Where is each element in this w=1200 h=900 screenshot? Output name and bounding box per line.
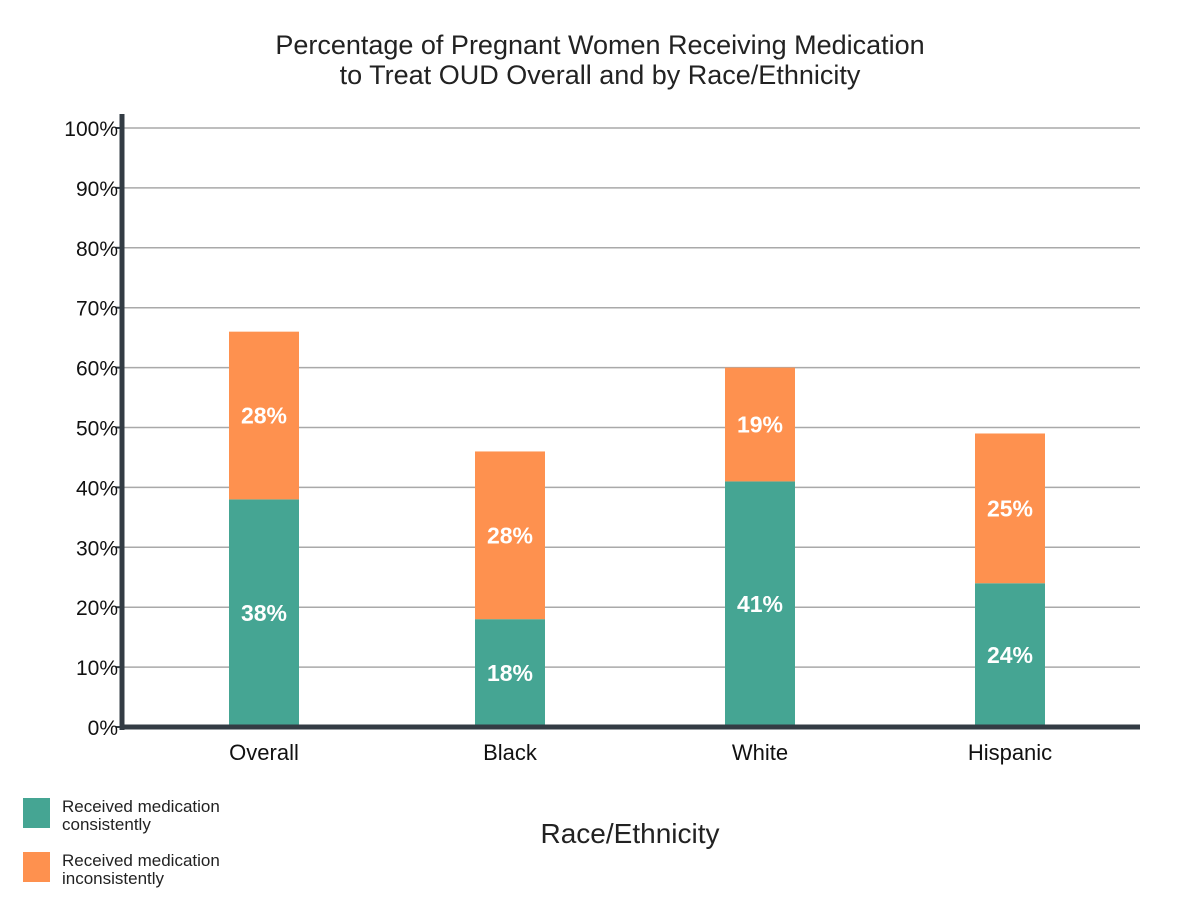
y-tick-label: 50% [76, 418, 118, 441]
bar-hispanic-consistent [975, 583, 1045, 727]
bar-black-inconsistent [475, 451, 545, 620]
chart-title-line-1: Percentage of Pregnant Women Receiving M… [275, 30, 924, 60]
y-tick-label: 90% [76, 178, 118, 201]
bar-white-consistent [725, 481, 795, 727]
y-tick-label: 80% [76, 238, 118, 261]
bar-data-label: 24% [987, 642, 1033, 668]
legend-swatch [23, 798, 50, 828]
y-tick-label: 70% [76, 298, 118, 321]
legend-label: consistently [62, 815, 151, 834]
bar-data-labels: 38% 28% 18% 28% 41% 19% 24% 25% [241, 403, 1033, 687]
y-axis-tick-labels: 0% 10% 20% 30% 40% 50% 60% 70% 80% 90% 100% [64, 118, 122, 740]
x-category-label: Overall [229, 740, 299, 765]
x-axis-title: Race/Ethnicity [541, 818, 720, 849]
bar-data-label: 38% [241, 600, 287, 626]
chart-title-line-2: to Treat OUD Overall and by Race/Ethnici… [340, 60, 861, 90]
bar-overall-consistent [229, 499, 299, 727]
y-tick-label: 100% [64, 118, 118, 141]
x-category-label: Hispanic [968, 740, 1052, 765]
bar-hispanic-inconsistent [975, 433, 1045, 584]
x-category-label: Black [483, 740, 538, 765]
bar-data-label: 25% [987, 495, 1033, 521]
legend-label: Received medication [62, 851, 220, 870]
legend-swatch [23, 852, 50, 882]
bar-white-inconsistent [725, 367, 795, 482]
y-tick-label: 40% [76, 477, 118, 500]
bar-data-label: 18% [487, 660, 533, 686]
x-category-label: White [732, 740, 788, 765]
bar-data-label: 28% [487, 522, 533, 548]
bar-data-label: 41% [737, 591, 783, 617]
legend-label: inconsistently [62, 869, 165, 888]
y-tick-label: 0% [88, 717, 118, 740]
legend: Received medicationconsistentlyReceived … [23, 797, 220, 888]
legend-label: Received medication [62, 797, 220, 816]
bar-data-label: 28% [241, 403, 287, 429]
y-tick-label: 10% [76, 657, 118, 680]
y-tick-label: 30% [76, 537, 118, 560]
bars [229, 331, 1045, 727]
x-axis-category-labels: Overall Black White Hispanic [229, 740, 1052, 765]
bar-data-label: 19% [737, 412, 783, 438]
y-tick-label: 20% [76, 597, 118, 620]
bar-black-consistent [475, 619, 545, 727]
bar-overall-inconsistent [229, 331, 299, 500]
axes [119, 114, 1140, 730]
y-tick-label: 60% [76, 358, 118, 381]
